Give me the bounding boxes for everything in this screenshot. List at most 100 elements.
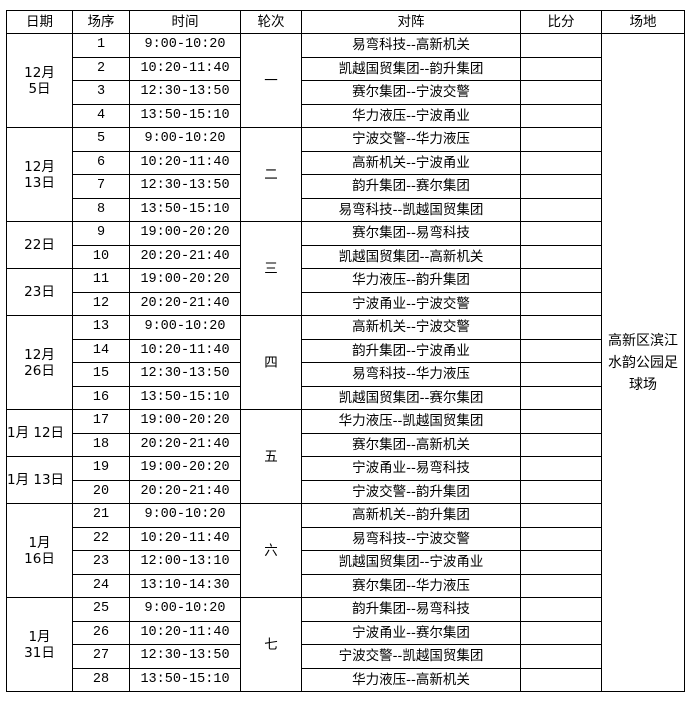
- table-row: 27 12:30-13:50 宁波交警--凯越国贸集团: [7, 644, 685, 669]
- match-teams: 华力液压--凯越国贸集团: [301, 409, 521, 434]
- match-teams: 易弯科技--华力液压: [301, 362, 521, 387]
- match-teams: 凯越国贸集团--赛尔集团: [301, 385, 521, 410]
- match-time: 13:50-15:10: [129, 103, 241, 128]
- match-seq: 9: [72, 221, 130, 246]
- match-time: 12:30-13:50: [129, 362, 241, 387]
- match-score: [520, 667, 602, 692]
- table-row: 24 13:10-14:30 赛尔集团--华力液压: [7, 573, 685, 598]
- match-score: [520, 174, 602, 199]
- match-score: [520, 526, 602, 551]
- match-teams: 宁波交警--华力液压: [301, 127, 521, 152]
- table-row: 12月 26日 13 9:00-10:20 四高新机关--宁波交警: [6, 315, 685, 410]
- match-seq: 6: [72, 150, 130, 175]
- match-teams: 宁波甬业--易弯科技: [301, 456, 521, 481]
- schedule-table: 日期 场序 时间 轮次 对阵 比分 场地 12月 5日 1 9:00-10:20 一易…: [6, 10, 685, 692]
- match-teams: 华力液压--高新机关: [301, 667, 521, 692]
- match-score: [520, 33, 602, 58]
- match-score: [520, 127, 602, 152]
- table-row: 26 10:20-11:40 宁波甬业--赛尔集团: [7, 620, 685, 645]
- match-seq: 20: [72, 479, 130, 504]
- match-time: 9:00-10:20: [129, 597, 241, 622]
- match-time: 13:50-15:10: [129, 667, 241, 692]
- match-seq: 28: [72, 667, 130, 692]
- match-score: [520, 479, 602, 504]
- table-row: 4 13:50-15:10 华力液压--宁波甬业: [7, 103, 685, 128]
- match-time: 20:20-21:40: [129, 291, 241, 316]
- match-score: [520, 385, 602, 410]
- match-time: 19:00-20:20: [129, 409, 241, 434]
- date-cell: 1月 12日: [6, 409, 73, 457]
- table-row: 10 20:20-21:40 凯越国贸集团--高新机关: [7, 244, 685, 269]
- header-row: 日期 场序 时间 轮次 对阵 比分 场地: [6, 10, 685, 34]
- match-teams: 赛尔集团--易弯科技: [301, 221, 521, 246]
- match-time: 10:20-11:40: [129, 150, 241, 175]
- match-time: 10:20-11:40: [129, 526, 241, 551]
- match-score: [520, 550, 602, 575]
- match-teams: 易弯科技--凯越国贸集团: [301, 197, 521, 222]
- table-row: 1月 16日 21 9:00-10:20 六高新机关--韵升集团: [6, 503, 685, 598]
- match-score: [520, 291, 602, 316]
- match-time: 19:00-20:20: [129, 221, 241, 246]
- match-time: 10:20-11:40: [129, 338, 241, 363]
- table-row: 15 12:30-13:50 易弯科技--华力液压: [7, 362, 685, 387]
- match-score: [520, 315, 602, 340]
- match-seq: 18: [72, 432, 130, 457]
- match-seq: 1: [72, 33, 130, 58]
- match-score: [520, 597, 602, 622]
- header-match: 对阵: [301, 10, 521, 34]
- round-cell: 一: [240, 33, 302, 128]
- match-seq: 11: [72, 268, 130, 293]
- match-seq: 23: [72, 550, 130, 575]
- match-time: 9:00-10:20: [129, 127, 241, 152]
- table-row: 18 20:20-21:40 赛尔集团--高新机关: [7, 432, 685, 457]
- match-score: [520, 362, 602, 387]
- header-round: 轮次: [240, 10, 302, 34]
- match-time: 12:30-13:50: [129, 80, 241, 105]
- header-time: 时间: [129, 10, 241, 34]
- table-row: 12 20:20-21:40 宁波甬业--宁波交警: [7, 291, 685, 316]
- match-teams: 高新机关--韵升集团: [301, 503, 521, 528]
- match-score: [520, 503, 602, 528]
- match-teams: 高新机关--宁波交警: [301, 315, 521, 340]
- match-teams: 凯越国贸集团--宁波甬业: [301, 550, 521, 575]
- date-cell: 12月 5日: [6, 33, 73, 128]
- match-teams: 宁波甬业--宁波交警: [301, 291, 521, 316]
- match-teams: 华力液压--韵升集团: [301, 268, 521, 293]
- round-cell: 二: [240, 127, 302, 222]
- table-row: 6 10:20-11:40 高新机关--宁波甬业: [7, 150, 685, 175]
- match-seq: 27: [72, 644, 130, 669]
- match-time: 13:50-15:10: [129, 385, 241, 410]
- table-row: 12月 13日 5 9:00-10:20 二宁波交警--华力液压: [6, 127, 685, 222]
- date-cell: 1月 13日: [6, 456, 73, 504]
- match-time: 12:30-13:50: [129, 174, 241, 199]
- table-row: 1月 31日 25 9:00-10:20 七韵升集团--易弯科技: [6, 597, 685, 692]
- date-cell: 1月 31日: [6, 597, 73, 692]
- round-cell: 五: [240, 409, 302, 504]
- match-seq: 15: [72, 362, 130, 387]
- match-score: [520, 268, 602, 293]
- date-cell: 22日: [6, 221, 73, 269]
- match-teams: 高新机关--宁波甬业: [301, 150, 521, 175]
- round-cell: 四: [240, 315, 302, 410]
- table-row: 2 10:20-11:40 凯越国贸集团--韵升集团: [7, 56, 685, 81]
- table-row: 14 10:20-11:40 韵升集团--宁波甬业: [7, 338, 685, 363]
- match-time: 12:30-13:50: [129, 644, 241, 669]
- table-row: 3 12:30-13:50 赛尔集团--宁波交警: [7, 80, 685, 105]
- match-time: 12:00-13:10: [129, 550, 241, 575]
- round-cell: 三: [240, 221, 302, 316]
- match-teams: 凯越国贸集团--高新机关: [301, 244, 521, 269]
- table-row: 12月 5日 1 9:00-10:20 一易弯科技--高新机关 高新区滨江水韵公园足球场: [6, 33, 685, 692]
- match-teams: 易弯科技--宁波交警: [301, 526, 521, 551]
- match-time: 19:00-20:20: [129, 456, 241, 481]
- match-seq: 5: [72, 127, 130, 152]
- match-time: 20:20-21:40: [129, 432, 241, 457]
- match-teams: 韵升集团--宁波甬业: [301, 338, 521, 363]
- table-row: 22日 9 19:00-20:20 三赛尔集团--易弯科技: [6, 221, 685, 316]
- table-row: 20 20:20-21:40 宁波交警--韵升集团: [7, 479, 685, 504]
- header-date: 日期: [6, 10, 73, 34]
- match-score: [520, 338, 602, 363]
- match-teams: 赛尔集团--华力液压: [301, 573, 521, 598]
- match-time: 20:20-21:40: [129, 479, 241, 504]
- match-seq: 2: [72, 56, 130, 81]
- table-row: 8 13:50-15:10 易弯科技--凯越国贸集团: [7, 197, 685, 222]
